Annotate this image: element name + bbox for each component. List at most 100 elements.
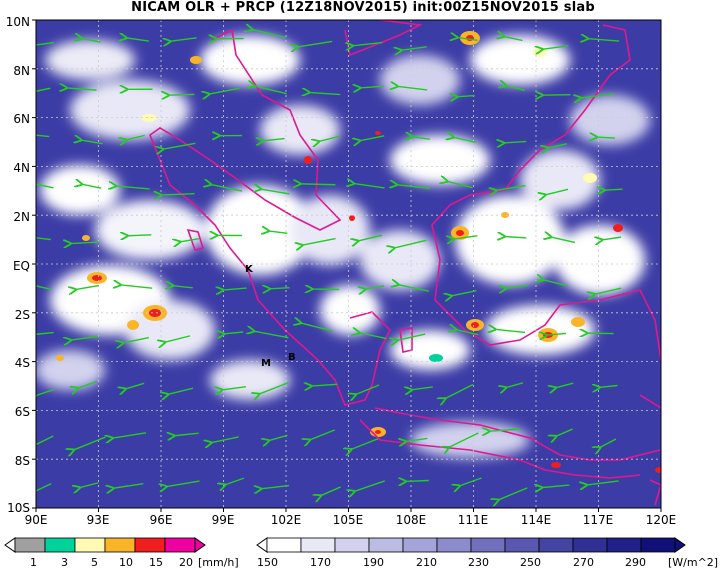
wind-vector-arrow	[165, 335, 191, 342]
lon-label-99e: 99E	[211, 513, 235, 527]
wind-vector-arrow	[453, 137, 477, 144]
wind-vector-arrow	[36, 41, 54, 46]
prcp-colorbar-swatch	[164, 537, 196, 553]
wind-vector-arrow	[223, 288, 247, 290]
lat-label-6s: 6S	[14, 405, 30, 419]
wind-vector-arrow	[311, 384, 338, 386]
wind-vector-arrow	[365, 285, 385, 289]
olr-colorbar-swatch	[436, 537, 472, 553]
wind-vector-arrow	[261, 486, 290, 489]
wind-vector-arrow	[545, 188, 569, 195]
lat-label-10s: 10S	[7, 501, 30, 515]
wind-vector-arrow	[225, 477, 245, 485]
lon-label-120e: 120E	[645, 513, 677, 527]
olr-colorbar-swatch	[402, 537, 438, 553]
wind-vector-arrow	[163, 142, 196, 149]
olr-colorbar-swatch	[300, 537, 336, 553]
wind-vector-arrow	[254, 86, 287, 95]
wind-vector-arrow	[602, 237, 622, 240]
wind-vector-arrow	[449, 432, 479, 448]
olr-tick-170: 170	[310, 556, 331, 569]
wind-vector-arrow	[126, 38, 149, 41]
wind-vector-arrow	[269, 434, 288, 440]
wind-vector-arrow	[115, 186, 150, 189]
olr-colorbar-swatch	[368, 537, 404, 553]
wind-vector-arrow	[173, 286, 193, 288]
wind-vector-arrow	[125, 382, 145, 389]
wind-vector-arrow	[309, 92, 341, 94]
wind-vector-arrow	[166, 480, 200, 487]
wind-vector-arrow	[543, 280, 567, 287]
wind-vector-arrow	[548, 143, 567, 148]
olr-colorbar-swatch	[572, 537, 608, 553]
wind-vector-arrow	[168, 94, 195, 95]
olr-colorbar	[256, 537, 686, 553]
olr-tick-290: 290	[625, 556, 646, 569]
plot-title: NICAM OLR + PRCP (12Z18NOV2015) init:00Z…	[131, 0, 595, 15]
wind-vector-arrow	[358, 234, 383, 241]
prcp-colorbar-swatch	[74, 537, 106, 553]
prcp-colorbar-swatch	[134, 537, 166, 553]
lon-label-105e: 105E	[332, 513, 364, 527]
wind-vector-arrow	[36, 388, 55, 395]
wind-vector-arrow	[451, 289, 477, 296]
wind-vector-arrow	[353, 183, 385, 189]
wind-vector-arrow	[168, 387, 194, 394]
wind-vector-arrow	[170, 37, 197, 42]
lon-label-90e: 90E	[24, 513, 48, 527]
wind-vector-arrow	[542, 45, 569, 49]
wind-vector-arrow	[36, 483, 52, 492]
wind-vector-arrow	[319, 135, 340, 141]
wind-vector-arrow	[259, 381, 289, 395]
prcp-colorbar-low-arrow	[4, 537, 16, 553]
wind-vector-arrow	[309, 429, 336, 440]
lon-label-114e: 114E	[520, 513, 552, 527]
lat-label-10n: 10N	[5, 15, 30, 29]
place-label-k: K	[245, 264, 253, 275]
wind-vector-arrow	[401, 46, 427, 50]
olr-tick-270: 270	[573, 556, 594, 569]
prcp-tick-1: 1	[30, 556, 37, 569]
lat-label-6n: 6N	[13, 112, 30, 126]
wind-vector-arrow	[36, 435, 54, 446]
wind-vector-arrow	[498, 487, 528, 500]
wind-vector-arrow	[354, 480, 385, 491]
wind-vector-arrow	[457, 96, 475, 97]
wind-vector-arrow	[302, 237, 336, 246]
wind-vector-arrow	[224, 332, 244, 334]
wind-vector-arrow	[252, 29, 286, 39]
wind-vector-arrow	[396, 185, 431, 190]
lat-lon-grid	[36, 20, 661, 508]
lat-label-2n: 2N	[13, 210, 30, 224]
olr-colorbar-low-arrow	[256, 537, 268, 553]
olr-colorbar-swatch	[334, 537, 370, 553]
wind-vector-arrow	[36, 87, 51, 92]
wind-vector-arrow	[82, 184, 102, 189]
lon-label-102e: 102E	[270, 513, 302, 527]
wind-vector-arrow	[81, 38, 101, 43]
wind-vector-arrow	[580, 93, 615, 98]
wind-vector-arrow	[81, 140, 103, 145]
wind-vector-arrow	[263, 139, 285, 141]
prcp-tick-15: 15	[149, 556, 163, 569]
wind-vector-arrow	[594, 287, 622, 294]
wind-vector-arrow	[459, 477, 482, 486]
wind-vector-arrow	[503, 141, 527, 143]
wind-vector-arrow	[222, 387, 246, 390]
wind-vector-arrow	[555, 382, 574, 388]
wind-vector-arrow	[36, 134, 50, 138]
wind-vector-arrow	[506, 285, 528, 288]
wind-vector-arrow	[352, 43, 383, 46]
olr-tick-150: 150	[257, 556, 278, 569]
coastline	[149, 20, 661, 506]
lat-label-2s: 2S	[14, 308, 30, 322]
place-label-b: B	[288, 352, 296, 363]
wind-vector-arrow	[405, 480, 429, 481]
wind-vector-arrow	[506, 86, 526, 92]
wind-vector-arrow	[211, 436, 239, 443]
wind-vector-arrow	[210, 184, 243, 192]
wind-vector-arrow	[599, 385, 618, 387]
wind-vector-arrow	[320, 486, 341, 496]
place-label-m: M	[261, 358, 271, 369]
